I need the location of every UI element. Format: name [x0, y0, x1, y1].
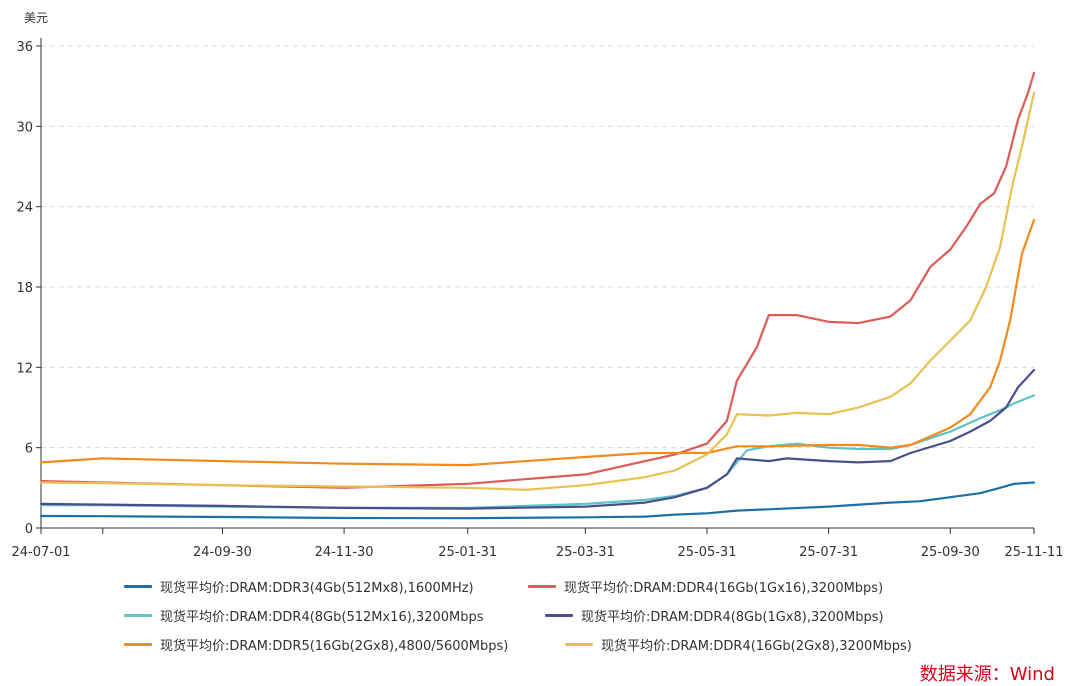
legend-label: 现货平均价:DRAM:DDR4(16Gb(1Gx16),3200Mbps) — [564, 580, 884, 596]
x-tick-label: 25-05-31 — [677, 545, 736, 560]
legend-item-ddr4-16gb-1gx16[interactable]: 现货平均价:DRAM:DDR4(16Gb(1Gx16),3200Mbps) — [528, 576, 883, 596]
legend-label: 现货平均价:DRAM:DDR3(4Gb(512Mx8),1600MHz) — [160, 580, 474, 596]
legend-swatch — [528, 584, 556, 588]
series-line-3[interactable] — [39, 368, 1036, 510]
legend-swatch — [124, 613, 152, 617]
y-tick-label: 6 — [25, 442, 33, 457]
y-tick-label: 18 — [16, 281, 33, 296]
legend-label: 现货平均价:DRAM:DDR4(8Gb(512Mx16),3200Mbps — [160, 609, 484, 625]
grid-lines — [41, 45, 1034, 449]
data-source-note: 数据来源：Wind — [919, 664, 1055, 685]
x-tick-label: 25-07-31 — [799, 545, 858, 560]
chart-canvas: 0 6 12 18 24 30 36 24-07-01 24-09-30 24-11-30 25-0… — [11, 11, 1064, 560]
legend-swatch — [124, 584, 152, 588]
legend-label: 现货平均价:DRAM:DDR4(16Gb(2Gx8),3200Mbps) — [601, 638, 912, 654]
legend-item-ddr4-8gb-1gx8[interactable]: 现货平均价:DRAM:DDR4(8Gb(1Gx8),3200Mbps) — [545, 605, 884, 625]
legend-item-ddr4-16gb-2gx8[interactable]: 现货平均价:DRAM:DDR4(16Gb(2Gx8),3200Mbps) — [565, 634, 912, 654]
series-line-5[interactable] — [39, 91, 1036, 491]
axes: 0 6 12 18 24 30 36 24-07-01 24-09-30 24-11-30 25-0… — [11, 38, 1064, 560]
x-tick-label: 25-01-31 — [438, 545, 497, 560]
legend-label: 现货平均价:DRAM:DDR5(16Gb(2Gx8),4800/5600Mbps… — [160, 638, 509, 654]
legend-swatch — [565, 642, 593, 646]
x-tick-label: 24-09-30 — [193, 545, 252, 560]
x-tick-label: 25-03-31 — [556, 545, 615, 560]
legend: 现货平均价:DRAM:DDR3(4Gb(512Mx8),1600MHz) 现货平… — [0, 570, 1069, 660]
series-line-1[interactable] — [39, 71, 1036, 489]
y-tick-label: 36 — [16, 40, 33, 55]
legend-item-ddr5-16gb[interactable]: 现货平均价:DRAM:DDR5(16Gb(2Gx8),4800/5600Mbps… — [124, 634, 508, 654]
x-tick-label: 24-07-01 — [11, 545, 70, 560]
y-tick-label: 30 — [16, 120, 33, 135]
legend-swatch — [124, 642, 152, 646]
y-tick-label: 24 — [16, 201, 33, 216]
x-tick-label: 24-11-30 — [315, 545, 374, 560]
series-line-4[interactable] — [39, 219, 1036, 467]
legend-item-ddr4-8gb-512mx16[interactable]: 现货平均价:DRAM:DDR4(8Gb(512Mx16),3200Mbps — [124, 605, 484, 625]
x-tick-label: 25-11-11 — [1004, 545, 1063, 560]
series-layer — [39, 71, 1036, 520]
x-tick-label: 25-09-30 — [921, 545, 980, 560]
series-line-2[interactable] — [39, 394, 1036, 509]
y-tick-label: 12 — [16, 361, 33, 376]
series-line-0[interactable] — [39, 481, 1036, 520]
legend-swatch — [545, 613, 573, 617]
legend-item-ddr3-4gb[interactable]: 现货平均价:DRAM:DDR3(4Gb(512Mx8),1600MHz) — [124, 576, 474, 596]
legend-label: 现货平均价:DRAM:DDR4(8Gb(1Gx8),3200Mbps) — [581, 609, 884, 625]
y-axis-unit-label: 美元 — [24, 11, 48, 25]
y-tick-label: 0 — [25, 522, 33, 537]
